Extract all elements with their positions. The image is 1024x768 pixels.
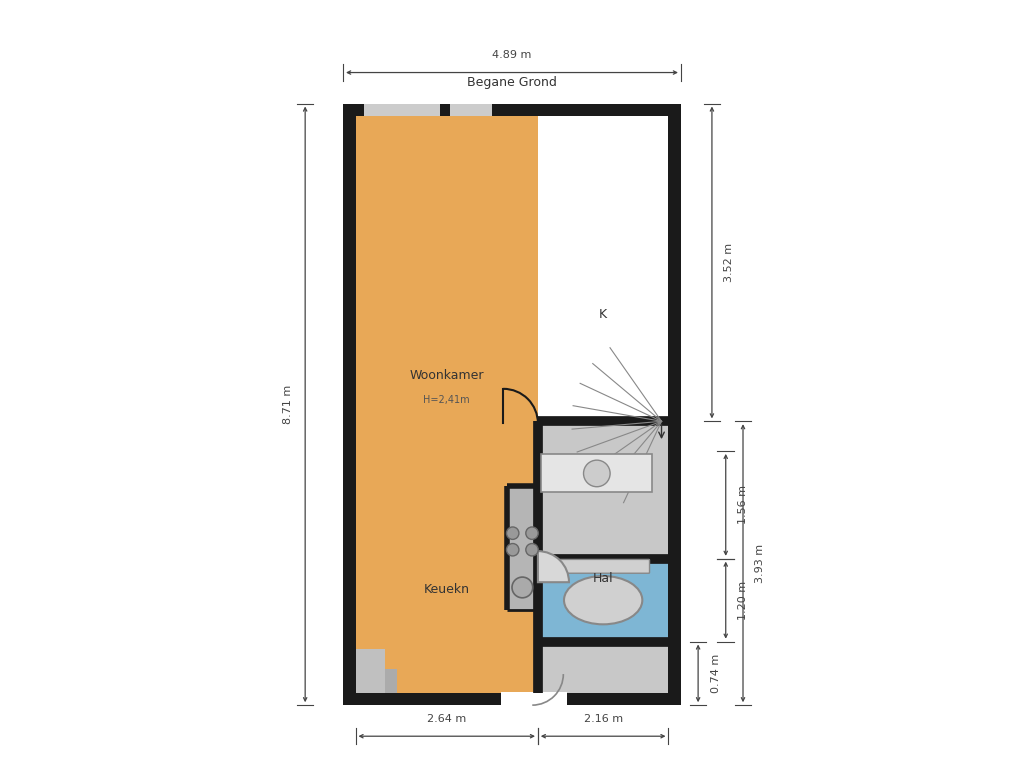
Circle shape: [525, 544, 539, 556]
Wedge shape: [538, 551, 569, 582]
Text: Woonkamer: Woonkamer: [410, 369, 484, 382]
Bar: [501, 692, 532, 705]
Text: 1.20 m: 1.20 m: [738, 581, 749, 620]
Text: Begane Grond: Begane Grond: [467, 76, 557, 89]
Bar: [532, 692, 567, 705]
Bar: [451, 104, 492, 116]
Circle shape: [507, 527, 519, 539]
Bar: [355, 649, 385, 693]
Circle shape: [525, 527, 539, 539]
Bar: [364, 104, 440, 116]
Text: 2.16 m: 2.16 m: [584, 713, 623, 723]
Text: 4.89 m: 4.89 m: [493, 50, 531, 60]
Bar: [538, 422, 669, 693]
Bar: [355, 668, 397, 693]
Text: 8.71 m: 8.71 m: [283, 385, 293, 424]
Bar: [538, 559, 669, 641]
Text: 1.56 m: 1.56 m: [738, 485, 749, 525]
Text: 3.52 m: 3.52 m: [724, 243, 734, 282]
Text: Hal: Hal: [593, 572, 613, 585]
Ellipse shape: [564, 576, 642, 624]
Circle shape: [507, 544, 519, 556]
Bar: [355, 116, 538, 693]
Bar: [343, 104, 681, 705]
Text: 0.74 m: 0.74 m: [711, 654, 721, 693]
Text: 3.93 m: 3.93 m: [756, 544, 765, 583]
Text: H=2,41m: H=2,41m: [424, 395, 470, 405]
Bar: [542, 455, 652, 492]
Text: Keuekn: Keuekn: [424, 583, 470, 596]
Circle shape: [512, 577, 532, 598]
FancyBboxPatch shape: [557, 559, 649, 573]
Circle shape: [584, 460, 610, 487]
Bar: [355, 116, 669, 693]
Bar: [507, 485, 538, 610]
Text: K: K: [599, 308, 607, 321]
Text: 2.64 m: 2.64 m: [427, 713, 466, 723]
